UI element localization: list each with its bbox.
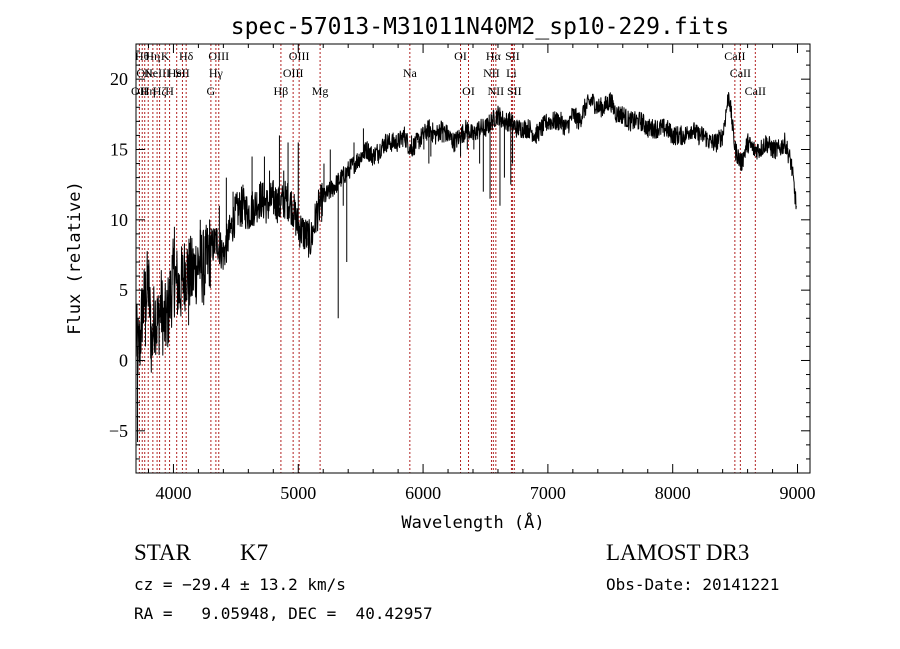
object-class: STAR (134, 540, 192, 565)
line-marker-label: Hζ (153, 84, 167, 98)
obs-date: Obs-Date: 20141221 (606, 575, 779, 594)
line-marker-label: Hδ (179, 49, 194, 63)
y-tick-label: −5 (109, 421, 128, 441)
line-marker-label: Hβ (274, 84, 289, 98)
x-tick-label: 7000 (530, 483, 566, 503)
line-marker-label: Hη (145, 49, 160, 63)
plot-frame (135, 43, 811, 474)
line-marker-label: OII (131, 84, 148, 98)
line-marker-label: K (161, 49, 170, 63)
line-marker-label: Hγ (209, 66, 224, 80)
x-tick-label: 8000 (655, 483, 691, 503)
x-tick-label: 4000 (155, 483, 191, 503)
line-marker-label: OII (136, 66, 153, 80)
y-axis-ticks: −5 0 5 10 15 20 (109, 50, 810, 460)
spectrum-line (135, 92, 797, 375)
y-axis-label: Flux (relative) (65, 181, 85, 335)
subclass: K7 (240, 540, 268, 565)
coordinates: RA = 9.05948, DEC = 40.42957 (134, 604, 433, 623)
line-marker-label: NeIII (144, 66, 170, 80)
survey-name: LAMOST DR3 (606, 540, 749, 565)
line-marker-label: HeI (168, 66, 186, 80)
line-marker-label: OIII (289, 49, 310, 63)
line-marker-label: NII (488, 84, 505, 98)
y-tick-label: 15 (110, 139, 128, 159)
line-marker-labels: OIIHθOIIHηHηNeIIIHζKHHeISIIHδGHγOIIIHβOI… (131, 49, 766, 98)
line-marker-label: Hα (486, 49, 502, 63)
line-marker-label: Na (403, 66, 418, 80)
line-marker-label: Li (506, 66, 517, 80)
line-marker-label: NII (483, 66, 500, 80)
x-axis-ticks: 4000 5000 6000 7000 8000 9000 (147, 44, 816, 503)
x-tick-label: 9000 (780, 483, 816, 503)
y-tick-label: 10 (110, 210, 128, 230)
line-markers (138, 44, 756, 473)
chart-title: spec-57013-M31011N40M2_sp10-229.fits (231, 14, 730, 40)
y-tick-label: 20 (110, 69, 128, 89)
line-marker-label: OIII (208, 49, 229, 63)
line-marker-label: Mg (312, 84, 329, 98)
line-marker-label: G (207, 84, 216, 98)
x-tick-label: 6000 (405, 483, 441, 503)
line-marker-label: Hη (141, 84, 156, 98)
line-marker-label: SII (175, 66, 190, 80)
redshift-cz: cz = −29.4 ± 13.2 km/s (134, 575, 346, 594)
absorption-features (137, 116, 514, 443)
y-tick-label: 0 (119, 350, 128, 370)
line-marker-label: OI (462, 84, 475, 98)
x-tick-label: 5000 (280, 483, 316, 503)
x-axis-label: Wavelength (Å) (401, 511, 544, 533)
line-marker-label: CaII (730, 66, 751, 80)
line-marker-label: OI (454, 49, 467, 63)
line-marker-label: CaII (745, 84, 766, 98)
line-marker-label: SII (505, 49, 520, 63)
y-tick-label: 5 (119, 280, 128, 300)
line-marker-label: OIII (283, 66, 304, 80)
line-marker-label: CaII (724, 49, 745, 63)
line-marker-label: H (165, 84, 174, 98)
line-marker-label: Hθ (135, 49, 150, 63)
line-marker-label: SII (507, 84, 522, 98)
